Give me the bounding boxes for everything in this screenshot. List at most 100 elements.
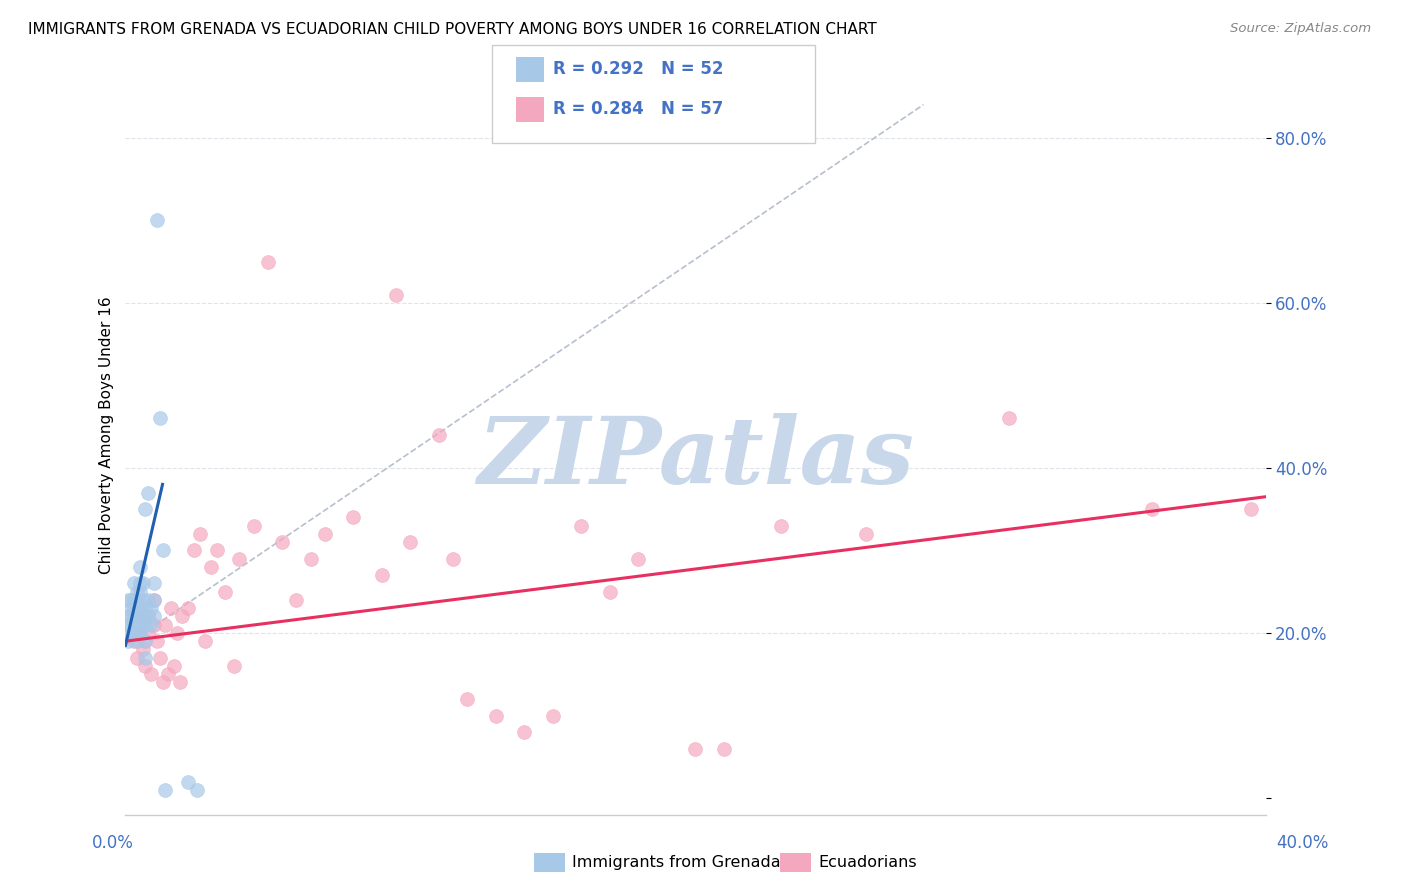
Point: [128, 576, 150, 591]
Point: [134, 650, 156, 665]
Point: [571, 518, 593, 533]
Point: [146, 213, 169, 227]
Point: [143, 593, 166, 607]
Point: [131, 617, 153, 632]
Point: [122, 626, 145, 640]
Point: [143, 609, 166, 624]
Point: [146, 634, 169, 648]
Point: [271, 535, 294, 549]
Text: 0.0%: 0.0%: [91, 834, 134, 852]
Text: Immigrants from Grenada: Immigrants from Grenada: [572, 855, 780, 870]
Point: [427, 427, 450, 442]
Point: [152, 675, 174, 690]
Point: [149, 650, 172, 665]
Point: [186, 782, 208, 797]
Point: [143, 576, 166, 591]
Text: Source: ZipAtlas.com: Source: ZipAtlas.com: [1230, 22, 1371, 36]
Point: [599, 584, 621, 599]
Point: [128, 560, 150, 574]
Point: [122, 609, 145, 624]
Point: [117, 617, 139, 632]
Point: [166, 626, 188, 640]
Point: [120, 593, 142, 607]
Point: [120, 609, 142, 624]
Text: R = 0.284   N = 57: R = 0.284 N = 57: [553, 100, 723, 118]
Point: [242, 518, 264, 533]
Point: [157, 667, 180, 681]
Point: [117, 593, 139, 607]
Point: [200, 560, 222, 574]
Point: [149, 411, 172, 425]
Point: [385, 287, 408, 301]
Point: [125, 617, 148, 632]
Point: [122, 617, 145, 632]
Point: [1140, 502, 1163, 516]
Point: [855, 527, 877, 541]
Point: [177, 774, 200, 789]
Point: [155, 617, 177, 632]
Point: [485, 708, 508, 723]
Point: [205, 543, 228, 558]
Point: [128, 609, 150, 624]
Point: [222, 659, 245, 673]
Point: [228, 551, 250, 566]
Point: [134, 659, 156, 673]
Point: [125, 601, 148, 615]
Point: [136, 626, 159, 640]
Point: [134, 502, 156, 516]
Point: [194, 634, 217, 648]
Point: [152, 543, 174, 558]
Point: [143, 617, 166, 632]
Point: [541, 708, 564, 723]
Point: [125, 634, 148, 648]
Point: [441, 551, 464, 566]
Point: [122, 601, 145, 615]
Point: [371, 568, 394, 582]
Point: [257, 254, 280, 268]
Point: [117, 609, 139, 624]
Point: [128, 626, 150, 640]
Point: [314, 527, 336, 541]
Point: [134, 634, 156, 648]
Point: [172, 609, 194, 624]
Text: ZIPatlas: ZIPatlas: [477, 413, 914, 502]
Y-axis label: Child Poverty Among Boys Under 16: Child Poverty Among Boys Under 16: [100, 296, 114, 574]
Point: [177, 601, 200, 615]
Point: [163, 659, 186, 673]
Point: [769, 518, 792, 533]
Point: [134, 601, 156, 615]
Point: [998, 411, 1021, 425]
Point: [139, 601, 162, 615]
Point: [456, 692, 478, 706]
Point: [125, 609, 148, 624]
Point: [125, 593, 148, 607]
Point: [122, 634, 145, 648]
Point: [120, 626, 142, 640]
Point: [285, 593, 308, 607]
Point: [128, 609, 150, 624]
Point: [513, 725, 536, 739]
Point: [685, 741, 707, 756]
Text: R = 0.292   N = 52: R = 0.292 N = 52: [553, 60, 723, 78]
Point: [128, 601, 150, 615]
Point: [136, 609, 159, 624]
Point: [122, 593, 145, 607]
Point: [143, 593, 166, 607]
Point: [131, 593, 153, 607]
Point: [139, 667, 162, 681]
Point: [713, 741, 735, 756]
Point: [136, 593, 159, 607]
Point: [120, 601, 142, 615]
Point: [117, 634, 139, 648]
Point: [128, 584, 150, 599]
Point: [155, 782, 177, 797]
Point: [136, 609, 159, 624]
Point: [125, 650, 148, 665]
Point: [128, 617, 150, 632]
Point: [214, 584, 236, 599]
Point: [125, 626, 148, 640]
Text: 40.0%: 40.0%: [1277, 834, 1329, 852]
Point: [160, 601, 183, 615]
Point: [134, 634, 156, 648]
Point: [134, 617, 156, 632]
